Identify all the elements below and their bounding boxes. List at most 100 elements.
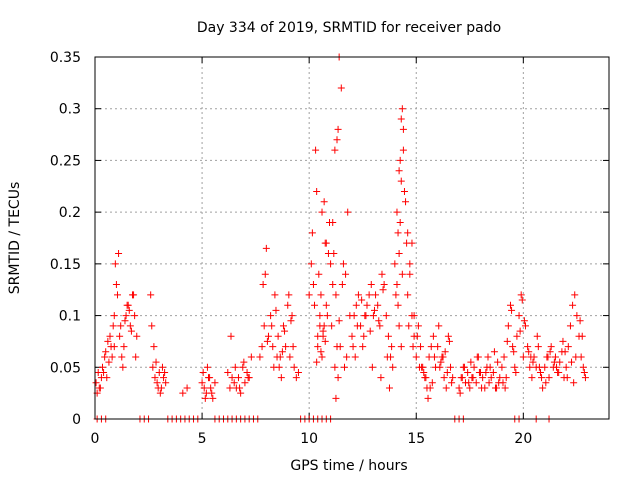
data-point	[326, 218, 334, 226]
y-tick-label: 0.25	[50, 153, 81, 169]
data-point	[241, 379, 249, 387]
data-point	[472, 379, 480, 387]
data-point	[566, 322, 574, 330]
data-point	[555, 368, 563, 376]
data-point	[150, 343, 158, 351]
data-point	[527, 353, 535, 361]
data-point	[359, 343, 367, 351]
data-point	[269, 343, 277, 351]
data-point	[307, 260, 315, 268]
data-point	[406, 270, 414, 278]
data-point	[123, 301, 131, 309]
data-point	[329, 281, 337, 289]
data-point	[539, 384, 547, 392]
data-point	[414, 322, 422, 330]
data-point	[533, 332, 541, 340]
data-point	[551, 353, 559, 361]
data-point	[393, 208, 401, 216]
data-point	[270, 363, 278, 371]
data-point	[228, 374, 236, 382]
y-tick-label: 0.1	[59, 309, 81, 325]
data-point	[158, 363, 166, 371]
data-point	[239, 363, 247, 371]
data-point	[498, 363, 506, 371]
data-point	[458, 374, 466, 382]
data-point	[467, 358, 475, 366]
data-point	[448, 379, 456, 387]
data-point	[440, 374, 448, 382]
data-point	[435, 322, 443, 330]
data-point	[148, 322, 156, 330]
data-point	[490, 348, 498, 356]
data-point	[224, 368, 232, 376]
data-point	[305, 291, 313, 299]
data-point	[131, 312, 139, 320]
data-point	[368, 363, 376, 371]
data-point	[538, 374, 546, 382]
data-point	[564, 343, 572, 351]
y-tick-label: 0	[72, 412, 81, 428]
data-point	[561, 348, 569, 356]
data-point	[115, 250, 123, 258]
data-point	[116, 332, 124, 340]
data-point	[550, 358, 558, 366]
data-point	[392, 291, 400, 299]
data-point	[332, 394, 340, 402]
chart-title: Day 334 of 2019, SRMTID for receiver pad…	[197, 20, 501, 36]
data-point	[519, 353, 527, 361]
data-point	[500, 353, 508, 361]
data-point	[322, 301, 330, 309]
data-point	[110, 343, 118, 351]
data-point	[395, 322, 403, 330]
data-point	[335, 317, 343, 325]
data-point	[571, 291, 579, 299]
data-point	[394, 301, 402, 309]
data-point	[317, 291, 325, 299]
data-point	[247, 353, 255, 361]
data-point	[382, 312, 390, 320]
data-point	[343, 353, 351, 361]
data-point	[542, 379, 550, 387]
data-point	[478, 384, 486, 392]
data-point	[211, 379, 219, 387]
data-point	[256, 353, 264, 361]
data-point	[271, 291, 279, 299]
data-point	[413, 332, 421, 340]
data-point	[308, 229, 316, 237]
data-point	[206, 374, 214, 382]
data-point	[100, 368, 108, 376]
data-point	[508, 306, 516, 314]
data-point	[544, 353, 552, 361]
data-point	[402, 198, 410, 206]
data-point	[267, 312, 275, 320]
data-point	[121, 317, 129, 325]
data-point	[342, 270, 350, 278]
data-point	[120, 343, 128, 351]
data-point	[473, 353, 481, 361]
data-point	[119, 363, 127, 371]
data-point	[201, 394, 209, 402]
data-point	[579, 363, 587, 371]
data-point	[405, 322, 413, 330]
data-point	[276, 353, 284, 361]
data-point	[429, 332, 437, 340]
y-tick-label: 0.2	[59, 205, 81, 221]
data-point	[236, 384, 244, 392]
data-point	[370, 306, 378, 314]
data-point	[487, 374, 495, 382]
data-point	[424, 394, 432, 402]
data-point	[147, 291, 155, 299]
data-point	[341, 363, 349, 371]
data-point	[263, 337, 271, 345]
data-point	[409, 343, 417, 351]
data-point	[272, 306, 280, 314]
data-point	[406, 260, 414, 268]
data-point	[367, 281, 375, 289]
data-point	[259, 281, 267, 289]
data-point	[161, 368, 169, 376]
data-point	[149, 363, 157, 371]
data-point	[398, 270, 406, 278]
data-point	[92, 379, 100, 387]
data-point	[339, 260, 347, 268]
data-point	[455, 384, 463, 392]
